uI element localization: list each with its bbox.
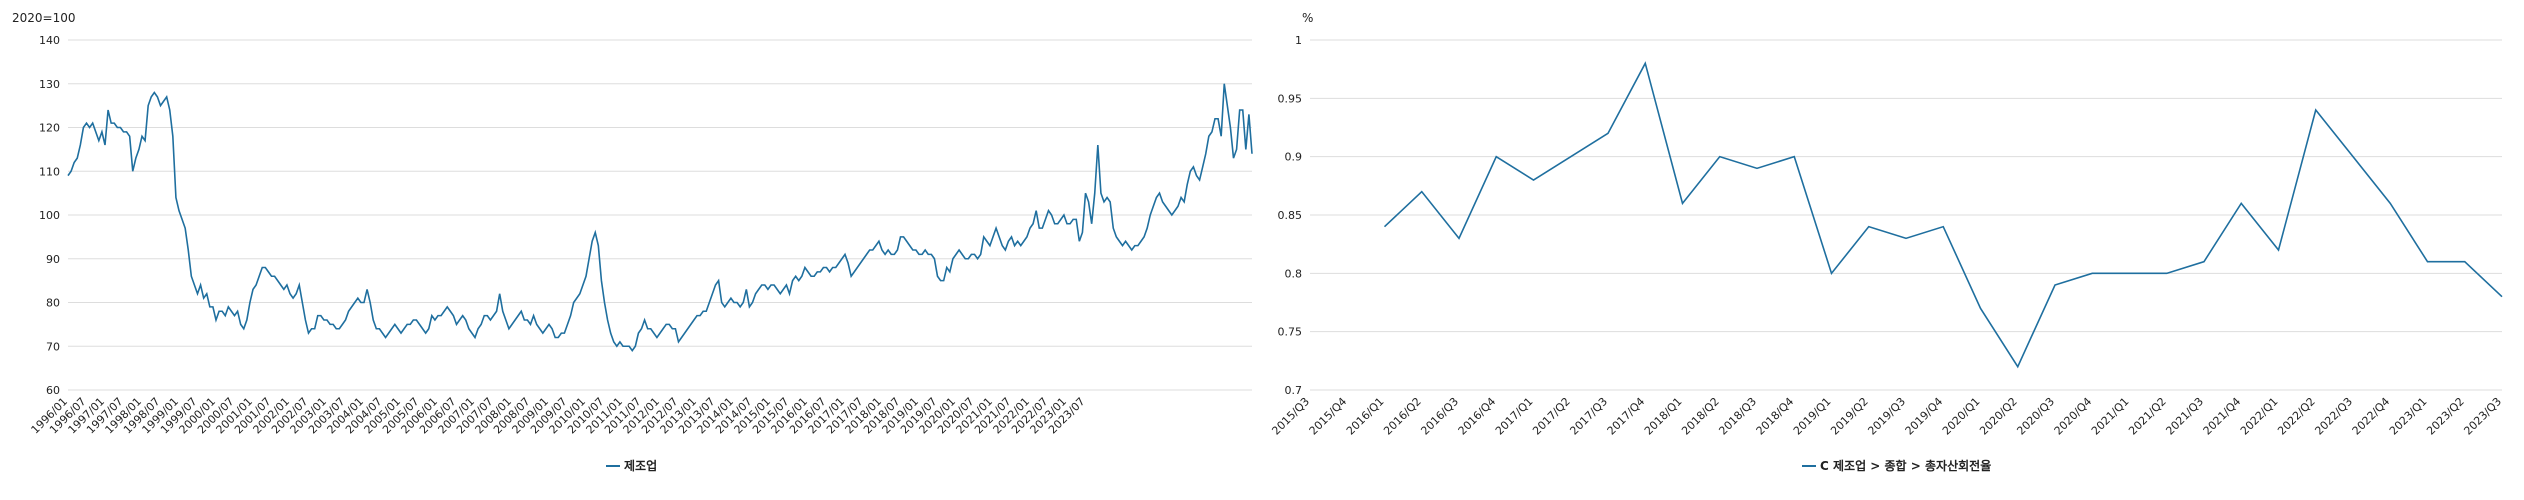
chart2-x-tick-label: 2021/Q1	[2089, 395, 2132, 438]
chart2-y-axis: 0.7 0.75 0.8 0.85 0.9 0.95 1	[1278, 34, 1303, 397]
chart2-x-tick-label: 2016/Q3	[1418, 395, 1461, 438]
chart2-y-tick-label: 0.85	[1278, 209, 1303, 222]
chart2-x-tick-label: 2017/Q3	[1567, 395, 1610, 438]
chart1-y-tick-label: 110	[39, 165, 60, 178]
chart2-x-tick-label: 2022/Q3	[2312, 395, 2355, 438]
chart2-x-axis: 2015/Q32015/Q42016/Q12016/Q22016/Q32016/…	[1269, 395, 2504, 438]
chart2-y-tick-label: 0.7	[1285, 384, 1303, 397]
chart2-x-tick-label: 2015/Q4	[1307, 395, 1350, 438]
chart2-series-line	[1383, 61, 2503, 369]
chart2-x-tick-label: 2016/Q1	[1344, 395, 1387, 438]
chart2-x-tick-label: 2016/Q4	[1456, 395, 1499, 438]
chart2-x-tick-label: 2022/Q4	[2350, 395, 2393, 438]
chart2-x-tick-label: 2018/Q1	[1642, 395, 1685, 438]
chart2-x-tick-label: 2017/Q2	[1530, 395, 1573, 438]
chart2-y-tick-label: 0.75	[1278, 326, 1303, 339]
chart2-x-tick-label: 2023/Q1	[2387, 395, 2430, 438]
chart2-x-tick-label: 2023/Q3	[2461, 395, 2504, 438]
chart2-unit-label: %	[1302, 11, 1313, 25]
chart2-x-tick-label: 2019/Q3	[1865, 395, 1908, 438]
chart2-legend-label: C 제조업 > 종합 > 총자산회전율	[1820, 458, 1991, 473]
chart2-x-tick-label: 2019/Q2	[1828, 395, 1871, 438]
chart2-x-tick-label: 2017/Q4	[1605, 395, 1648, 438]
chart2-x-tick-label: 2021/Q2	[2126, 395, 2169, 438]
chart2-y-tick-label: 0.9	[1285, 151, 1303, 164]
chart1-legend-label: 제조업	[624, 459, 657, 473]
chart1-y-tick-label: 60	[46, 384, 60, 397]
chart2-x-tick-label: 2019/Q4	[1903, 395, 1946, 438]
chart1-y-tick-label: 140	[39, 34, 60, 47]
chart1-y-tick-label: 80	[46, 297, 60, 310]
chart2-x-tick-label: 2020/Q1	[1940, 395, 1983, 438]
chart2-x-tick-label: 2022/Q1	[2238, 395, 2281, 438]
chart1-y-tick-label: 130	[39, 78, 60, 91]
chart1-gridlines	[68, 39, 1252, 391]
chart2-x-tick-label: 2018/Q4	[1754, 395, 1797, 438]
chart2-x-tick-label: 2016/Q2	[1381, 395, 1424, 438]
chart2-gridlines	[1310, 39, 2502, 391]
chart2-x-tick-label: 2020/Q4	[2052, 395, 2095, 438]
chart2-x-tick-label: 2022/Q2	[2275, 395, 2318, 438]
chart1-y-tick-label: 70	[46, 340, 60, 353]
chart2-x-tick-label: 2023/Q2	[2424, 395, 2467, 438]
chart1-y-axis: 60 70 80 90 100 110 120 130 140	[39, 34, 60, 397]
chart2-y-tick-label: 0.95	[1278, 92, 1303, 105]
chart1-unit-label: 2020=100	[12, 11, 76, 25]
chart1-y-tick-label: 90	[46, 253, 60, 266]
chart2-x-tick-label: 2021/Q3	[2163, 395, 2206, 438]
chart2-x-tick-label: 2020/Q3	[2014, 395, 2057, 438]
chart1-series-line	[67, 83, 1253, 353]
chart1-y-tick-label: 100	[39, 209, 60, 222]
chart2-y-tick-label: 1	[1295, 34, 1302, 47]
chart2-x-tick-label: 2021/Q4	[2201, 395, 2244, 438]
chart1-legend: 제조업	[606, 459, 657, 473]
chart2-x-tick-label: 2020/Q2	[1977, 395, 2020, 438]
chart2-y-tick-label: 0.8	[1285, 267, 1303, 280]
chart2-x-tick-label: 2015/Q3	[1269, 395, 1312, 438]
chart2-legend: C 제조업 > 종합 > 총자산회전율	[1802, 458, 1991, 473]
chart1-x-axis: 1996/011996/071997/011997/071998/011998/…	[29, 395, 1088, 437]
chart2-x-tick-label: 2017/Q1	[1493, 395, 1536, 438]
chart2-x-tick-label: 2018/Q2	[1679, 395, 1722, 438]
chart2-x-tick-label: 2018/Q3	[1716, 395, 1759, 438]
asset-turnover-chart: % 0.70.750.80.850.90.951 2015/Q32015/Q42…	[1269, 11, 2504, 473]
manufacturing-index-chart: 2020=100 60 70 80 90 100 110 120 130 140 1996/01…	[12, 11, 1253, 473]
chart2-x-tick-label: 2019/Q1	[1791, 395, 1834, 438]
chart1-y-tick-label: 120	[39, 122, 60, 135]
